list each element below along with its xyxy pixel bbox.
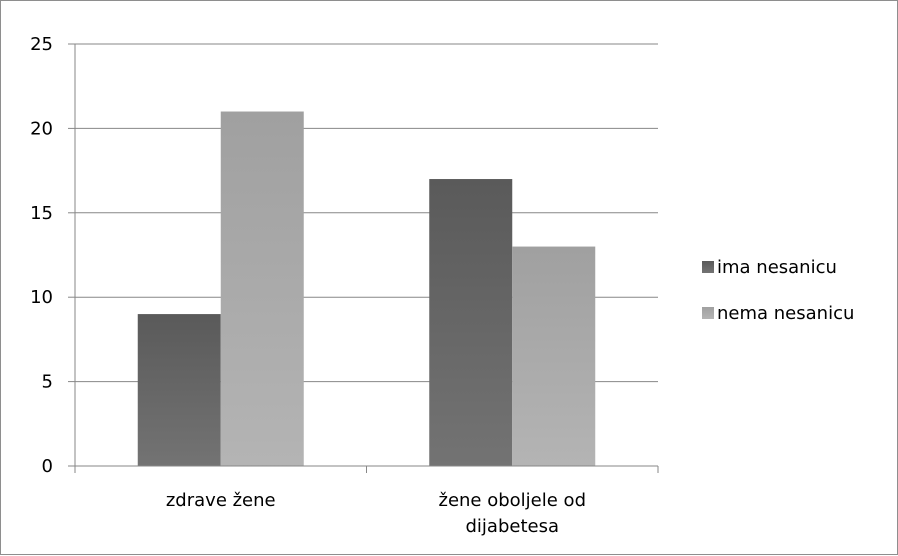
x-axis-labels: zdrave žene žene oboljele od dijabetesa xyxy=(166,490,586,537)
bar-nema-nesanicu-1 xyxy=(512,246,596,466)
bar-ima-nesanicu-0 xyxy=(137,314,221,466)
y-tick-label: 10 xyxy=(30,287,53,308)
y-tick-label: 20 xyxy=(30,118,53,139)
y-tick-label: 25 xyxy=(30,34,53,55)
x-axis xyxy=(74,44,659,473)
bars xyxy=(137,111,596,467)
y-tick-label: 15 xyxy=(30,203,53,224)
legend-label: nema nesanicu xyxy=(717,303,854,324)
legend-swatch xyxy=(702,307,714,319)
y-tick-label: 5 xyxy=(42,372,53,393)
bar-ima-nesanicu-1 xyxy=(429,179,513,467)
x-category-label: zdrave žene xyxy=(166,490,276,511)
legend: ima nesanicu nema nesanicu xyxy=(702,257,854,324)
x-category-label: dijabetesa xyxy=(466,516,560,537)
y-axis-ticks: 0 5 10 15 20 25 xyxy=(30,34,75,477)
x-category-label: žene oboljele od xyxy=(439,490,587,511)
bar-nema-nesanicu-0 xyxy=(220,111,304,467)
legend-label: ima nesanicu xyxy=(717,257,837,278)
legend-swatch xyxy=(702,261,714,273)
y-tick-label: 0 xyxy=(42,456,53,477)
